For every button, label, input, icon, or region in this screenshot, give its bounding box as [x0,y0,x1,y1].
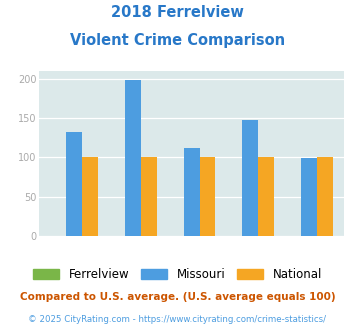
Text: © 2025 CityRating.com - https://www.cityrating.com/crime-statistics/: © 2025 CityRating.com - https://www.city… [28,315,327,324]
Bar [258,157,274,236]
Bar [125,80,141,236]
Legend: Ferrelview, Missouri, National: Ferrelview, Missouri, National [33,268,322,281]
Bar [82,157,98,236]
Text: 2018 Ferrelview: 2018 Ferrelview [111,5,244,20]
Bar [66,132,82,236]
Bar [242,120,258,236]
Bar [200,157,215,236]
Text: Compared to U.S. average. (U.S. average equals 100): Compared to U.S. average. (U.S. average … [20,292,335,302]
Bar [141,157,157,236]
Bar [317,157,333,236]
Bar [184,148,200,236]
Text: Violent Crime Comparison: Violent Crime Comparison [70,33,285,48]
Bar [301,158,317,236]
